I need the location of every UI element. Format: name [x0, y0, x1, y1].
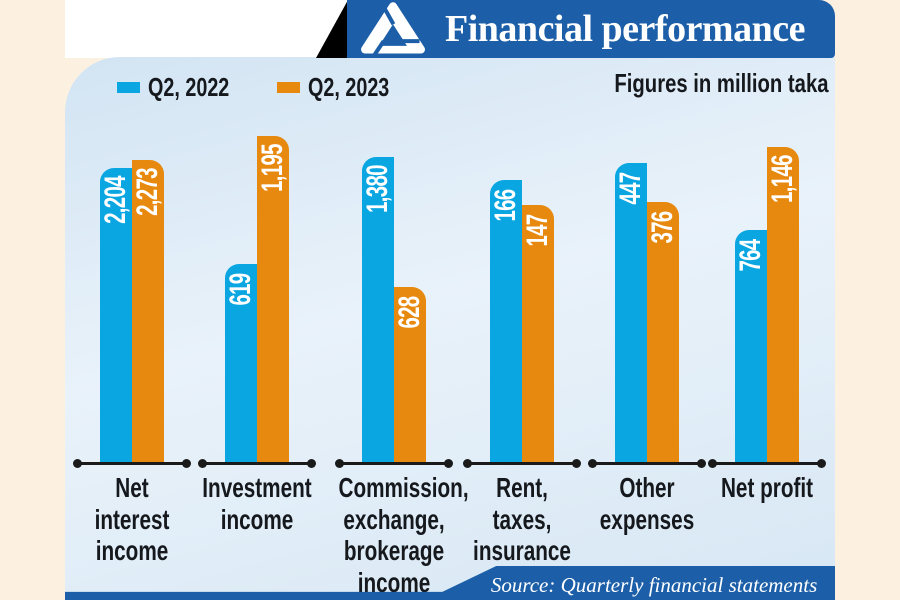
category-label-net-interest-income: Net interest income — [94, 472, 170, 567]
bar-q2-2022-net-interest-income: 2,204 — [99, 168, 132, 463]
axis-dot — [588, 459, 597, 468]
page-title: Financial performance — [445, 8, 805, 50]
bar-q2-2022-other-expenses: 447 — [614, 163, 647, 463]
bar-value-label: 764 — [734, 239, 767, 272]
axis-dot — [335, 459, 344, 468]
unit-note: Figures in million taka — [613, 68, 828, 98]
category-label-investment-income: Investment income — [202, 472, 312, 535]
bar-value-label: 1,380 — [361, 165, 394, 213]
bar-q2-2023-net-interest-income: 2,273 — [131, 160, 164, 463]
axis-dot — [182, 459, 191, 468]
legend-swatch-blue — [117, 82, 140, 93]
axis-investment-income — [198, 459, 316, 468]
legend-swatch-orange — [276, 82, 300, 93]
axis-dot — [198, 459, 207, 468]
axis-dot — [444, 459, 453, 468]
header-white-background — [65, 0, 360, 58]
bar-value-label: 1,195 — [256, 144, 289, 192]
axis-dot — [463, 459, 472, 468]
bar-q2-2022-net-profit: 764 — [734, 230, 767, 463]
legend: Q2, 2022 Q2, 2023 — [117, 72, 415, 103]
axis-net-interest-income — [73, 459, 191, 468]
axis-dot — [73, 459, 82, 468]
source-text: Source: Quarterly financial statements — [490, 572, 818, 597]
axis-dot — [307, 459, 316, 468]
bar-value-label: 619 — [224, 273, 257, 306]
header-banner: Financial performance — [347, 0, 835, 58]
bar-value-label: 1,146 — [766, 155, 799, 203]
bar-value-label: 447 — [614, 172, 647, 205]
axis-dot — [572, 459, 581, 468]
axis-other-expenses — [588, 459, 706, 468]
axis-rent-taxes-insurance — [463, 459, 581, 468]
bar-value-label: 147 — [521, 214, 554, 247]
bar-q2-2022-investment-income: 619 — [224, 264, 257, 463]
bar-q2-2022-rent-taxes-insurance: 166 — [489, 180, 522, 463]
bar-value-label: 628 — [393, 296, 426, 329]
axis-dot — [708, 459, 717, 468]
axis-dot — [697, 459, 706, 468]
legend-item-q2-2022: Q2, 2022 — [117, 72, 255, 103]
category-label-other-expenses: Other expenses — [599, 472, 695, 535]
bar-q2-2022-commission-income: 1,380 — [361, 157, 394, 463]
axis-commission-income — [335, 459, 453, 468]
bar-q2-2023-rent-taxes-insurance: 147 — [521, 205, 554, 463]
bar-value-label: 2,204 — [99, 176, 132, 224]
bar-q2-2023-other-expenses: 376 — [646, 202, 679, 463]
bank-triangle-knot-logo-icon — [357, 0, 429, 59]
bar-value-label: 2,273 — [131, 168, 164, 216]
bar-q2-2023-investment-income: 1,195 — [256, 136, 289, 463]
category-label-commission-income: Commission, exchange, brokerage income — [338, 472, 469, 598]
legend-item-q2-2023: Q2, 2023 — [276, 72, 415, 103]
axis-dot — [817, 459, 826, 468]
bar-value-label: 376 — [646, 211, 679, 244]
category-label-net-profit: Net profit — [720, 472, 814, 503]
bar-q2-2023-net-profit: 1,146 — [766, 147, 799, 463]
bar-value-label: 166 — [489, 189, 522, 222]
chart-panel — [65, 57, 835, 600]
bar-q2-2023-commission-income: 628 — [393, 287, 426, 463]
legend-label: Q2, 2023 — [307, 72, 390, 102]
legend-label: Q2, 2022 — [148, 72, 230, 102]
axis-net-profit — [708, 459, 826, 468]
